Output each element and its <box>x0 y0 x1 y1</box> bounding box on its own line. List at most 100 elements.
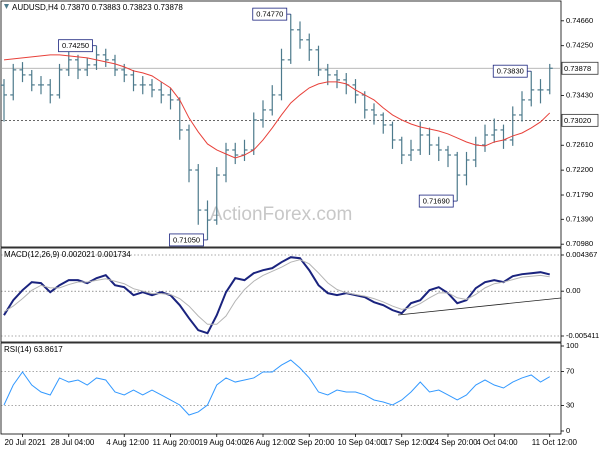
symbol-icon <box>4 4 9 9</box>
annotation-box <box>418 194 454 208</box>
ohlc-bar <box>84 57 91 77</box>
x-tick-label: 11 Oct 12:00 <box>532 438 578 447</box>
x-tick-label: 4 Aug 12:00 <box>106 438 149 447</box>
y-tick-label: 0.74660 <box>566 16 593 25</box>
ohlc-bar <box>371 103 377 125</box>
panel <box>0 247 562 343</box>
ohlc-bar <box>158 82 165 104</box>
price-tag <box>561 113 599 127</box>
ohlc-bar <box>408 139 414 162</box>
ohlc-bar <box>380 112 387 134</box>
ohlc-bar <box>19 62 26 83</box>
panel-title: RSI(14) 63.8617 <box>4 345 63 354</box>
ohlc-bar <box>537 79 544 104</box>
ohlc-bar <box>28 69 35 92</box>
ohlc-bar <box>102 48 109 67</box>
ohlc-bar <box>334 69 340 89</box>
annotation-label: 0.74250 <box>62 41 89 50</box>
price-tag-label: 0.73020 <box>564 116 591 125</box>
ohlc-bar <box>297 21 303 49</box>
ohlc-bar <box>93 45 100 70</box>
x-tick-label: 28 Jul 04:00 <box>51 438 95 447</box>
ohlc-bar <box>269 85 276 116</box>
ohlc-bar <box>232 142 239 165</box>
trend-line <box>397 297 562 316</box>
ohlc-bar <box>47 79 54 104</box>
y-tick-label: -0.005411 <box>566 331 599 340</box>
ohlc-bar <box>287 14 294 64</box>
ohlc-bar <box>260 100 266 128</box>
x-tick-label: 26 Aug 12:00 <box>245 438 293 447</box>
annotation-box <box>58 39 93 53</box>
y-tick-label: 0.72610 <box>566 140 593 149</box>
ohlc-bar <box>546 63 553 95</box>
ohlc-bar <box>454 151 461 202</box>
ohlc-bar <box>528 71 535 107</box>
x-tick-label: 10 Sep 04:00 <box>338 438 386 447</box>
ohlc-bar <box>149 79 155 98</box>
y-tick-label: 0 <box>566 426 570 435</box>
x-tick-label: 17 Sep 12:00 <box>384 438 432 447</box>
x-tick-label: 24 Sep 20:00 <box>430 438 478 447</box>
y-tick-label: 70 <box>566 366 574 375</box>
ohlc-bar <box>352 79 359 104</box>
x-tick-label: 20 Jul 2021 <box>5 438 47 447</box>
y-tick-label: 0.71390 <box>566 214 593 223</box>
ohlc-bar <box>398 136 405 165</box>
x-tick-label: 19 Aug 04:00 <box>199 438 247 447</box>
y-tick-label: 0.004367 <box>566 250 597 259</box>
moving-average <box>3 54 551 159</box>
panel-title: MACD(12,26,9) 0.002021 0.001734 <box>4 250 131 259</box>
y-tick-label: 30 <box>566 400 574 409</box>
ohlc-bar <box>195 164 202 225</box>
panel <box>0 0 562 248</box>
indicator-line <box>3 259 550 325</box>
watermark: ActionForex.com <box>210 204 353 225</box>
ohlc-bar <box>315 45 322 77</box>
y-tick-label: 0.70980 <box>566 239 593 248</box>
price-tag-label: 0.73878 <box>564 64 591 73</box>
annotation-label: 0.71050 <box>173 235 200 244</box>
ohlc-bar <box>223 142 229 183</box>
indicator-line <box>3 359 550 416</box>
y-tick-label: 0.73430 <box>566 90 593 99</box>
annotation-box <box>492 64 528 78</box>
ohlc-bar <box>278 48 285 101</box>
ohlc-bar <box>250 112 257 155</box>
annotation-label: 0.74770 <box>256 10 283 19</box>
annotation-label: 0.71690 <box>423 197 450 206</box>
ohlc-bar <box>241 139 248 162</box>
ohlc-bar <box>10 63 17 101</box>
annotation-box <box>169 233 204 247</box>
ohlc-bar <box>491 118 498 143</box>
indicator-line <box>3 256 550 335</box>
ohlc-bar <box>445 145 451 168</box>
y-tick-label: 0.72200 <box>566 165 593 174</box>
ohlc-bar <box>167 88 174 110</box>
x-tick-label: 4 Oct 04:00 <box>476 438 518 447</box>
ohlc-bar <box>482 124 488 152</box>
ohlc-bar <box>426 127 433 155</box>
ohlc-bar <box>204 200 211 240</box>
y-tick-label: 100 <box>566 341 579 350</box>
ohlc-bar <box>435 136 442 162</box>
y-tick-label: 0.00 <box>566 286 581 295</box>
ohlc-bar <box>389 121 396 149</box>
ohlc-bar <box>213 167 220 225</box>
y-tick-label: 0.74250 <box>566 41 593 50</box>
y-tick-label: 0.71790 <box>566 190 593 199</box>
x-tick-label: 2 Sep 20:00 <box>291 438 335 447</box>
annotation-label: 0.73830 <box>497 67 524 76</box>
panel <box>0 342 562 435</box>
ohlc-bar <box>500 124 507 149</box>
ohlc-bar <box>112 54 118 77</box>
ohlc-bar <box>509 106 516 146</box>
ohlc-bar <box>130 69 137 92</box>
panel-title: AUDUSD,H4 0.73870 0.73883 0.73823 0.7387… <box>12 3 183 12</box>
ohlc-bar <box>56 63 63 99</box>
annotation-box <box>252 7 288 21</box>
x-tick-label: 11 Aug 20:00 <box>153 438 200 447</box>
ohlc-bar <box>463 151 470 186</box>
ohlc-bar <box>139 76 146 95</box>
